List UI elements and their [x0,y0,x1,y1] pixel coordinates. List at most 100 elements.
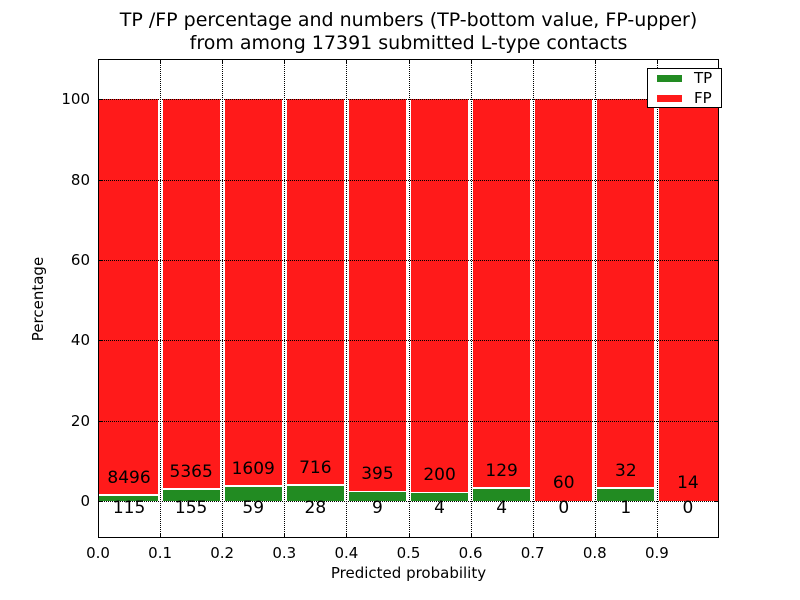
legend-swatch-fp [657,94,682,102]
y-tick [715,340,719,342]
y-tick-label: 60 [70,251,90,270]
y-tick [715,260,719,262]
x-tick [656,59,658,63]
legend-item: FP [657,88,721,107]
bar-segment-fp [535,99,593,501]
y-tick-label: 20 [70,411,90,430]
bar-segment-fp [659,99,719,501]
x-tick [532,534,534,538]
fp-count-label: 1609 [231,458,275,479]
x-tick [346,534,348,538]
y-tick [98,501,102,502]
tp-count-label: 4 [496,498,508,518]
chart-title: TP /FP percentage and numbers (TP-bottom… [98,9,719,55]
x-gridline [284,59,286,538]
bar-segment-tp [162,489,220,501]
fp-count-label: 32 [615,460,637,481]
legend-swatch-tp [657,74,682,82]
x-tick [470,534,472,538]
bar-segment-fp [348,99,406,491]
chart-title-line2: from among 17391 submitted L-type contac… [189,32,628,54]
y-tick-label: 100 [61,90,90,109]
bar-segment-fp [473,99,531,488]
y-tick [98,99,102,101]
x-tick-label: 0.6 [458,544,483,562]
y-tick [715,179,719,181]
x-gridline [470,59,472,538]
y-tick [98,340,102,342]
x-gridline [346,59,348,538]
x-axis-label: Predicted probability [330,564,487,582]
plot-area: 8496 115 5365 155 1609 59 716 28 395 9 200 4 129 4 60 0… [98,59,719,538]
bar-segment-tp [348,492,406,501]
tp-count-label: 59 [242,498,265,518]
plot-border [98,59,719,538]
x-tick-label: 0.1 [148,544,173,562]
bar-segment-fp [162,99,220,489]
bar-segment-tp [411,493,469,501]
fp-count-label: 200 [423,465,456,486]
x-tick [284,534,286,538]
x-gridline [532,59,534,538]
legend-item: TP [657,68,721,87]
x-gridline [656,59,658,538]
tp-count-label: 4 [434,498,445,518]
x-tick-label: 0.2 [210,544,235,562]
bar-segment-tp [98,495,158,501]
tp-count-label: 155 [174,498,208,518]
bar-segment-tp [597,488,655,501]
chart-title-line1: TP /FP percentage and numbers (TP-bottom… [119,9,698,31]
tp-count-label: 0 [682,498,694,518]
bar-segment-fp [98,99,158,495]
bar-segment-tp [473,488,531,501]
x-gridline [160,59,162,538]
x-tick-label: 0.4 [334,544,359,562]
y-tick-label: 0 [80,492,90,510]
fp-count-label: 14 [677,473,699,493]
legend-label: TP [694,68,713,87]
fp-count-label: 5365 [169,461,213,482]
bar-segment-fp [411,99,469,492]
x-tick-label: 0.8 [582,544,607,562]
fp-count-label: 129 [485,460,518,481]
bar-segment-tp [224,486,282,501]
y-axis-label: Percentage [29,256,47,342]
x-tick [222,534,224,538]
x-tick [222,59,224,63]
tp-count-label: 9 [372,498,383,518]
fp-count-label: 395 [361,464,394,485]
bar-segment-fp [286,99,344,485]
x-tick-label: 0.0 [86,544,110,562]
x-gridline [222,59,224,538]
x-tick [408,534,410,538]
x-tick [470,59,472,63]
fp-count-label: 60 [552,473,575,493]
tp-count-label: 115 [112,498,146,518]
x-tick [594,534,596,538]
x-tick-label: 0.5 [396,544,421,562]
x-tick [160,534,162,538]
bar-segment-fp [597,99,655,488]
y-tick [98,420,102,422]
legend: TP FP [647,68,722,108]
y-tick [715,501,719,502]
tp-count-label: 0 [558,498,570,518]
x-tick [532,59,534,63]
x-tick [594,59,596,63]
y-tick [98,260,102,262]
y-tick-label: 40 [70,331,90,350]
x-tick [284,59,286,63]
x-tick-label: 0.7 [520,544,545,562]
x-gridline [408,59,410,538]
x-tick [408,59,410,63]
x-tick-label: 0.3 [272,544,297,562]
tp-count-label: 1 [620,498,632,518]
fp-count-label: 716 [299,457,332,478]
y-tick [715,420,719,422]
y-tick [98,179,102,181]
legend-label: FP [694,88,712,107]
x-tick [346,59,348,63]
x-tick [160,59,162,63]
tp-count-label: 28 [304,498,327,518]
bar-segment-tp [286,485,344,501]
